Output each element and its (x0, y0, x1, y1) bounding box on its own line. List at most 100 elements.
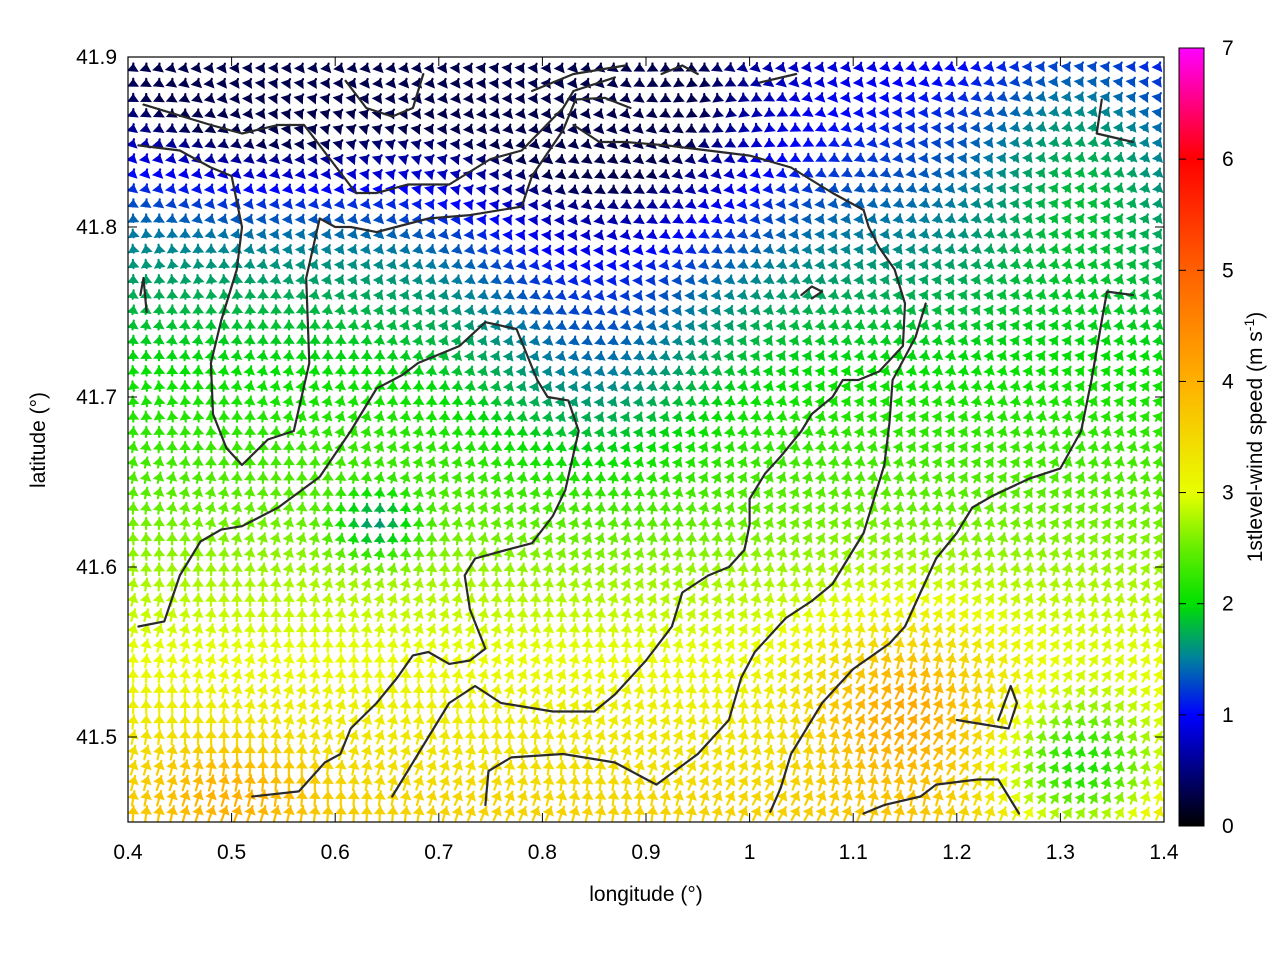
wind-vector (957, 258, 969, 270)
wind-vector (307, 168, 319, 180)
wind-vector (800, 76, 813, 88)
wind-vector (1074, 121, 1086, 132)
wind-vector (1151, 259, 1163, 271)
wind-vector (359, 213, 372, 225)
wind-vector (931, 441, 942, 453)
wind-vector (865, 76, 877, 88)
wind-vector (984, 638, 995, 653)
wind-vector (320, 259, 332, 271)
wind-vector (153, 774, 165, 792)
wind-vector (462, 123, 474, 135)
wind-vector (151, 153, 164, 164)
wind-vector (1021, 136, 1034, 148)
wind-vector (750, 775, 762, 791)
wind-vector (1126, 517, 1137, 530)
wind-vector (1035, 365, 1046, 377)
wind-vector (905, 501, 918, 515)
wind-vector (814, 425, 827, 438)
wind-vector (217, 547, 230, 561)
wind-vector (1061, 350, 1072, 362)
wind-vector (930, 137, 942, 149)
wind-vector (996, 668, 1009, 684)
wind-vector (386, 487, 399, 499)
wind-vector (334, 547, 346, 561)
wind-vector (1022, 395, 1034, 408)
wind-vector (579, 108, 591, 120)
wind-vector (930, 122, 942, 134)
wind-vector (711, 123, 724, 133)
wind-vector (1087, 289, 1099, 300)
wind-vector (853, 517, 865, 530)
wind-vector (802, 152, 815, 162)
wind-vector (788, 335, 800, 347)
wind-vector (153, 395, 166, 408)
wind-vector (1073, 198, 1085, 210)
wind-vector (501, 77, 512, 90)
wind-vector (256, 486, 269, 500)
wind-vector (853, 577, 866, 592)
wind-vector (788, 365, 799, 377)
wind-vector (412, 425, 424, 438)
wind-vector (412, 683, 425, 699)
wind-vector (711, 77, 724, 87)
wind-vector (386, 729, 399, 745)
wind-vector (204, 456, 217, 469)
wind-vector (814, 304, 827, 316)
wind-vector (553, 214, 565, 226)
wind-vector (853, 182, 866, 193)
wind-vector (698, 532, 711, 546)
wind-vector (788, 258, 801, 270)
wind-vector (723, 244, 736, 254)
wind-vector (1074, 365, 1085, 377)
wind-vector (879, 319, 892, 331)
wind-vector (516, 607, 529, 623)
wind-vector (360, 729, 372, 745)
wind-vector (191, 532, 204, 546)
wind-vector (319, 77, 331, 89)
wind-vector (607, 578, 619, 591)
wind-vector (244, 289, 257, 300)
wind-vector (166, 683, 179, 700)
wind-vector (464, 592, 477, 607)
wind-vector (698, 593, 709, 607)
wind-vector (412, 517, 425, 530)
wind-vector (451, 456, 463, 469)
wind-vector (178, 138, 191, 149)
wind-vector (139, 577, 152, 592)
wind-vector (333, 213, 346, 225)
wind-vector (269, 607, 282, 623)
wind-vector (646, 562, 658, 576)
wind-vector (243, 653, 256, 668)
wind-vector (1023, 623, 1034, 637)
wind-vector (230, 562, 243, 577)
wind-vector (1074, 669, 1086, 683)
wind-vector (801, 304, 814, 316)
wind-vector (411, 319, 423, 331)
wind-vector (984, 745, 995, 760)
wind-vector (957, 426, 968, 438)
wind-vector (451, 638, 463, 653)
wind-vector (932, 608, 943, 622)
wind-vector (308, 744, 321, 761)
wind-vector (256, 501, 269, 515)
wind-vector (814, 167, 827, 178)
wind-vector (684, 471, 696, 484)
wind-vector (385, 289, 397, 301)
wind-vector (307, 213, 319, 225)
wind-vector (450, 229, 462, 240)
wind-vector (503, 775, 516, 791)
wind-vector (632, 244, 644, 256)
wind-vector (347, 349, 360, 362)
wind-vector (618, 260, 630, 271)
wind-vector (386, 518, 399, 529)
wind-vector (619, 426, 631, 438)
wind-vector (983, 547, 996, 561)
wind-vector (853, 289, 865, 300)
wind-vector (945, 682, 957, 700)
wind-vector (384, 139, 396, 151)
wind-vector (269, 759, 282, 777)
wind-vector (932, 805, 944, 822)
wind-vector (697, 335, 709, 347)
wind-vector (423, 184, 435, 196)
wind-vector (423, 169, 435, 181)
